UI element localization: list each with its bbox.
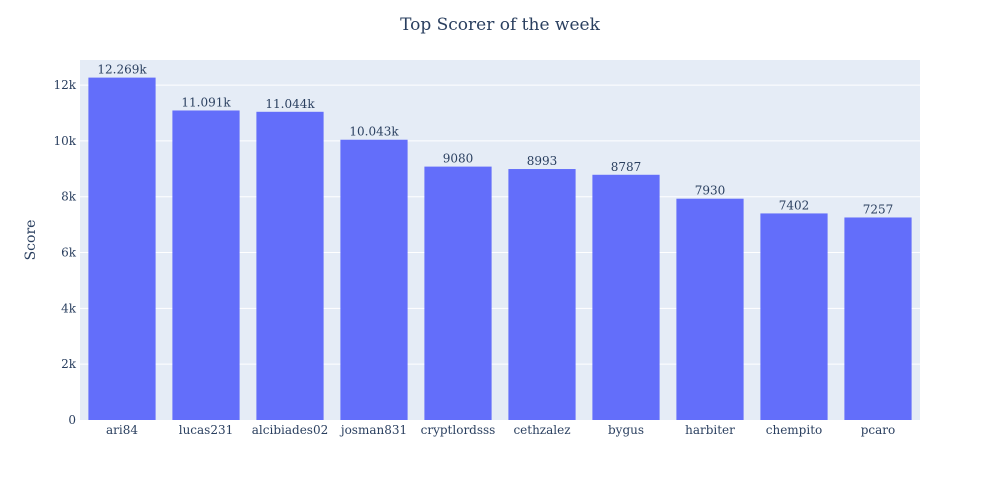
bar[interactable] — [172, 110, 240, 421]
data-labels: 12.269k 11.091k 11.044k 10.043k 9080 8993 8787… — [97, 63, 893, 217]
x-tick-label: josman831 — [339, 423, 407, 437]
bar[interactable] — [844, 217, 912, 420]
bar-value-label: 10.043k — [349, 125, 399, 139]
x-axis-ticks: ari84 lucas231 alcibiades02 josman831 cryptl… — [106, 423, 895, 437]
y-tick-label: 6k — [61, 246, 77, 260]
bar[interactable] — [676, 198, 744, 420]
x-tick-label: chempito — [766, 423, 823, 437]
x-tick-label: lucas231 — [179, 423, 234, 437]
bar[interactable] — [256, 111, 324, 420]
bar-value-label: 11.044k — [265, 97, 315, 111]
chart-title: Top Scorer of the week — [400, 15, 601, 35]
y-axis-ticks: 0 2k 4k 6k 8k 10k 12k — [53, 78, 76, 427]
bar-value-label: 7930 — [695, 184, 726, 198]
x-tick-label: cryptlordsss — [421, 423, 496, 437]
bar[interactable] — [340, 139, 408, 421]
y-tick-label: 8k — [61, 190, 77, 204]
bar[interactable] — [760, 213, 828, 420]
y-tick-label: 0 — [68, 413, 76, 427]
bar[interactable] — [424, 166, 492, 420]
x-tick-label: alcibiades02 — [252, 423, 328, 437]
y-tick-label: 4k — [61, 301, 77, 315]
y-tick-label: 12k — [53, 78, 76, 92]
bar-value-label: 11.091k — [181, 95, 231, 109]
bar-value-label: 12.269k — [97, 63, 147, 77]
bar-value-label: 8787 — [611, 160, 642, 174]
bars — [88, 77, 912, 421]
x-tick-label: cethzalez — [513, 423, 570, 437]
bar[interactable] — [592, 174, 660, 420]
bar[interactable] — [508, 169, 576, 420]
bar[interactable] — [88, 77, 156, 420]
bar-value-label: 8993 — [527, 154, 558, 168]
y-axis-title: Score — [23, 220, 39, 261]
y-tick-label: 10k — [53, 134, 76, 148]
x-tick-label: ari84 — [106, 423, 138, 437]
bar-value-label: 7257 — [863, 202, 894, 216]
bar-value-label: 7402 — [779, 198, 810, 212]
x-tick-label: pcaro — [861, 423, 896, 437]
bar-value-label: 9080 — [443, 152, 474, 166]
x-tick-label: bygus — [608, 423, 644, 437]
x-tick-label: harbiter — [685, 423, 735, 437]
y-tick-label: 2k — [61, 357, 77, 371]
